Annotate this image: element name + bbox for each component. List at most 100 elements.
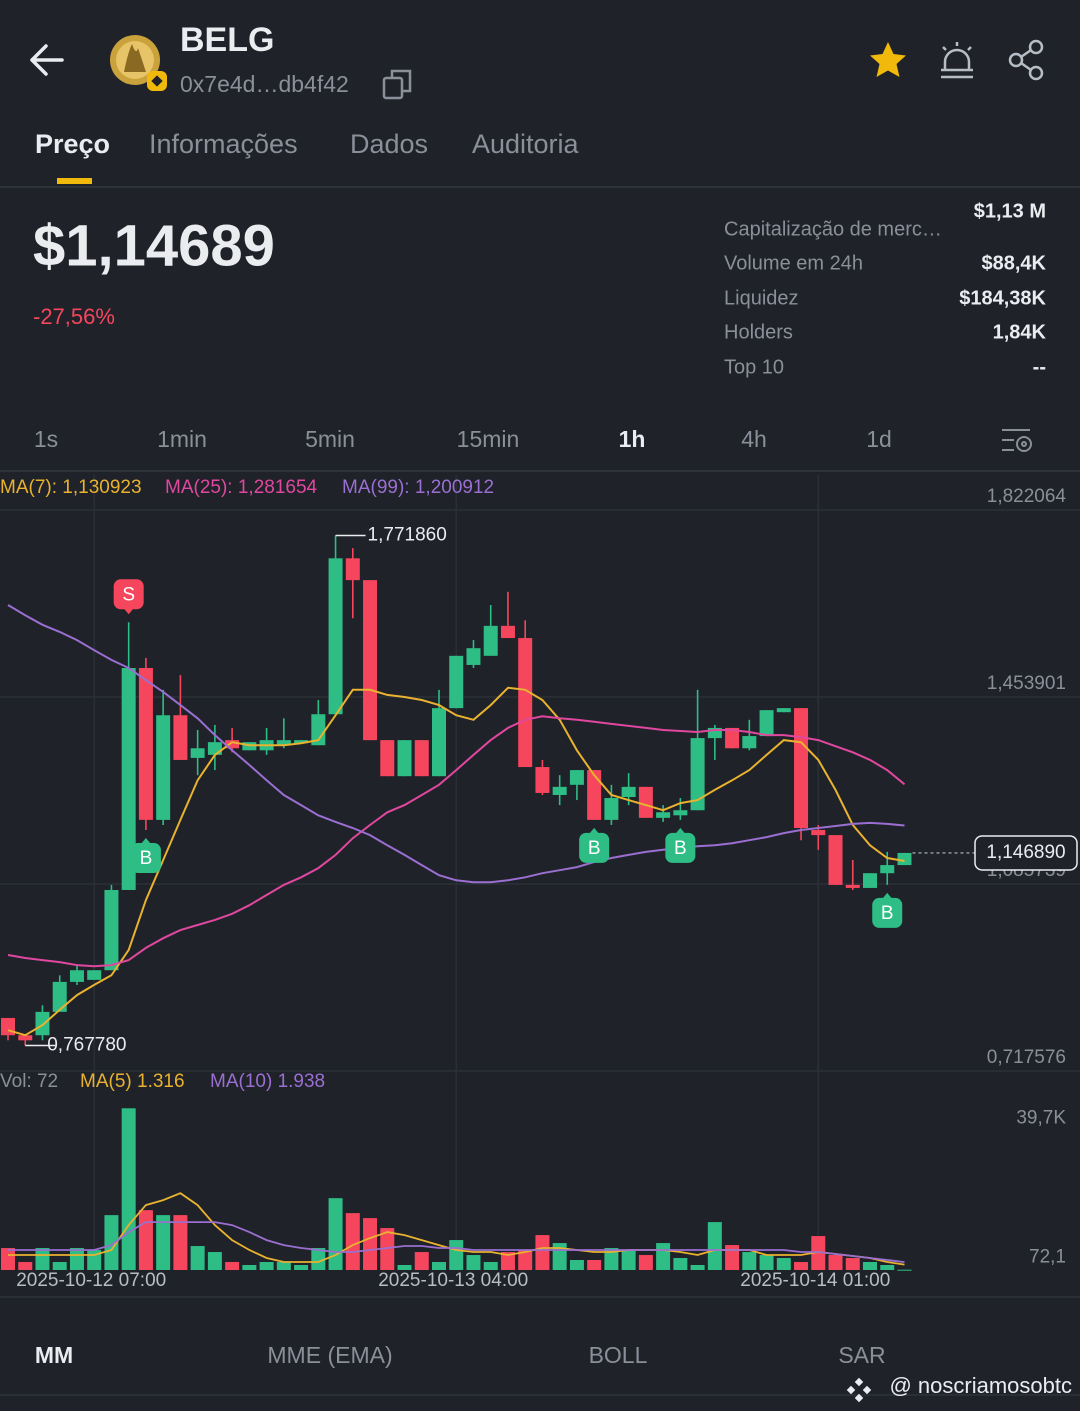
candle-body (121, 668, 136, 890)
stat-label: Volume em 24h (724, 252, 863, 274)
volume-bar (500, 1252, 515, 1270)
volume-bar (690, 1265, 705, 1270)
candle-body (294, 740, 309, 744)
watermark-logo (846, 1377, 872, 1403)
share-button[interactable] (1008, 39, 1044, 81)
signal-marker (665, 832, 696, 863)
candle-body (432, 708, 446, 777)
candle-body (552, 786, 567, 795)
volume-bar (604, 1248, 619, 1270)
volume-tick-label: 39,7K (1016, 1107, 1066, 1128)
candle-body (483, 625, 498, 656)
volume-bar (397, 1265, 412, 1270)
candle-body (414, 740, 429, 777)
indicator-tab[interactable]: BOLL (589, 1342, 648, 1368)
signal-label: B (140, 848, 153, 869)
volume-bar (776, 1258, 791, 1270)
tab[interactable]: Preço (35, 129, 110, 159)
volume-bar (156, 1215, 171, 1270)
signal-pointer (140, 838, 151, 845)
stat-label: Capitalização de merc… (724, 218, 942, 240)
stat-label: Top 10 (724, 356, 784, 378)
volume-bar (363, 1218, 378, 1270)
ma-line (7, 604, 905, 884)
candle-body (156, 715, 171, 820)
signal-pointer (589, 827, 600, 834)
alert-button[interactable] (941, 42, 973, 79)
candle-body (776, 708, 791, 713)
candle-body (569, 770, 584, 785)
volume-bar (414, 1252, 429, 1270)
volume-bar (311, 1248, 326, 1270)
candle-body (897, 852, 912, 866)
signal-marker (113, 579, 144, 610)
candle-body (863, 873, 877, 888)
ma-line (8, 1221, 905, 1263)
tab[interactable]: Auditoria (472, 129, 580, 159)
favorite-button[interactable] (870, 42, 906, 77)
timeframe-option[interactable]: 4h (741, 426, 767, 452)
volume-legend: Vol: 72 (0, 1071, 58, 1092)
legend-entry: MA(25): 1,281654 (165, 477, 318, 498)
candle-body (207, 742, 222, 755)
indicator-tab[interactable]: SAR (838, 1342, 885, 1368)
token-name: BELG (180, 21, 274, 59)
last-price-label: 1,146890 (986, 842, 1065, 863)
timeframe-option[interactable]: 1min (157, 426, 207, 452)
legend-entry: MA(10) 1.938 (210, 1071, 325, 1092)
candle-body (35, 1011, 50, 1036)
candlestick-chart: 1,8220641,4539011,0857390,7175762025-10-… (0, 475, 1080, 1291)
tab[interactable]: Informações (149, 129, 298, 159)
candle-body (18, 1035, 33, 1041)
volume-bar (794, 1262, 809, 1270)
timeframe-option[interactable]: 5min (305, 426, 355, 452)
volume-bar (173, 1215, 188, 1270)
volume-bar (863, 1262, 877, 1270)
y-tick-label: 1,822064 (987, 486, 1067, 507)
stat-label: Liquidez (724, 287, 799, 309)
token-avatar (110, 35, 167, 91)
back-button[interactable] (30, 44, 64, 76)
tab[interactable]: Dados (350, 129, 428, 159)
volume-bar (259, 1262, 274, 1270)
chart-settings-button[interactable] (1002, 429, 1032, 452)
signal-label: S (122, 584, 135, 605)
candle-body (725, 727, 740, 749)
candle-body (225, 740, 240, 749)
indicator-tab[interactable]: MME (EMA) (267, 1342, 392, 1368)
indicator-tab[interactable]: MM (35, 1342, 73, 1368)
stat-label: Holders (724, 321, 793, 343)
x-tick-label: 2025-10-14 01:00 (740, 1270, 890, 1291)
candle-body (173, 715, 188, 760)
copy-button[interactable] (382, 69, 412, 100)
candle-body (242, 742, 257, 751)
volume-bar (104, 1215, 119, 1270)
volume-bar (587, 1260, 602, 1270)
timeframe-option[interactable]: 1h (619, 426, 646, 452)
candle-body (500, 625, 515, 639)
volume-bar (138, 1210, 153, 1270)
candle-body (828, 835, 843, 885)
timeframe-option[interactable]: 1d (866, 426, 892, 452)
volume-bar (52, 1262, 67, 1270)
volume-bar (707, 1222, 722, 1270)
low-label: 0,767780 (47, 1035, 126, 1056)
signal-label: B (588, 838, 601, 859)
timeframe-option[interactable]: 15min (457, 426, 520, 452)
volume-bar (242, 1265, 257, 1270)
timeframe-option[interactable]: 1s (34, 426, 58, 452)
candle-body (363, 580, 378, 741)
volume-bar (552, 1243, 567, 1270)
candle-body (811, 830, 826, 836)
candle-body (104, 889, 119, 971)
candle-body (794, 708, 809, 829)
y-tick-label: 0,717576 (987, 1047, 1066, 1068)
signal-pointer (123, 608, 134, 615)
volume-bar (380, 1228, 395, 1270)
volume-bar (35, 1248, 50, 1270)
volume-bar (880, 1265, 895, 1270)
candle-body (276, 740, 291, 746)
volume-bar (638, 1255, 653, 1270)
